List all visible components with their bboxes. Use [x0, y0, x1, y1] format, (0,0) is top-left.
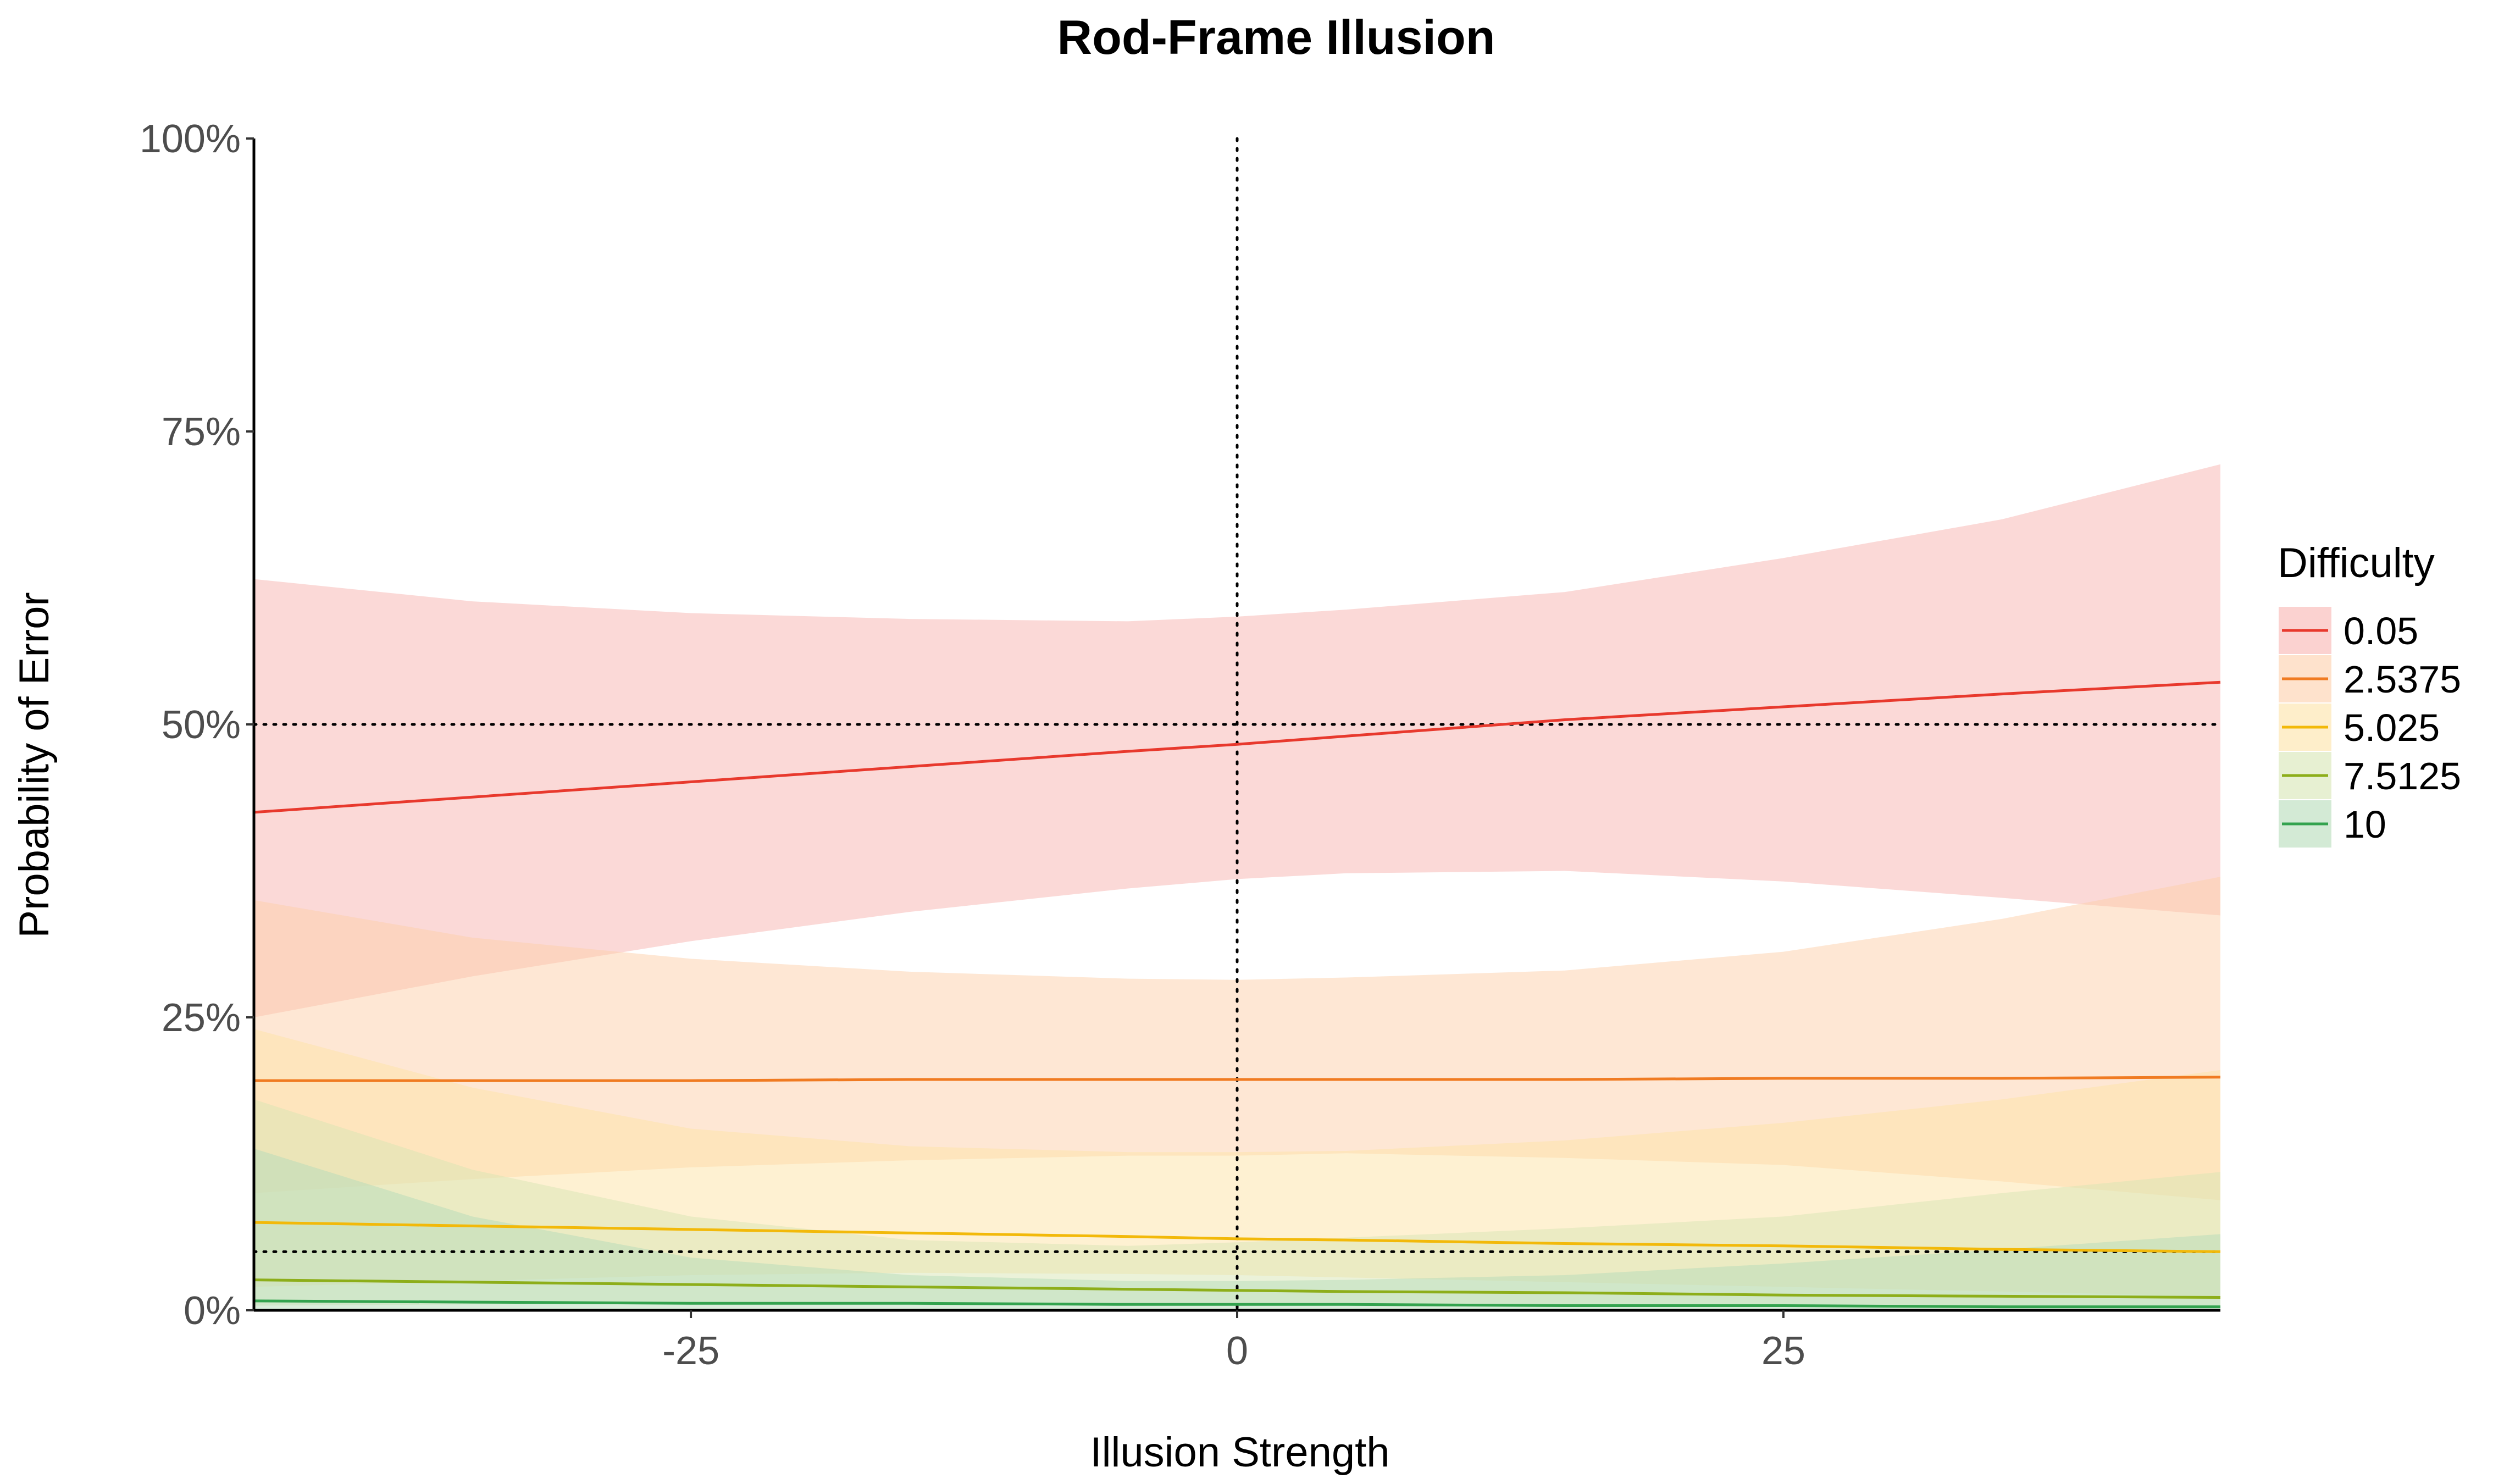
chart-title: Rod-Frame Illusion	[1057, 10, 1495, 64]
x-tick-label: 0	[1226, 1329, 1248, 1373]
confidence-band-10	[254, 1148, 2220, 1310]
series-line-2-5375	[254, 1076, 2221, 1082]
legend-label: 7.5125	[2344, 755, 2461, 798]
x-tick-label: 25	[1761, 1329, 1805, 1373]
series-line-5-025	[253, 1221, 2221, 1253]
y-axis-title: Probability of Error	[11, 592, 58, 938]
legend-title: Difficulty	[2278, 540, 2435, 586]
series-line-0-05	[253, 680, 2221, 814]
y-tick-label: 0%	[184, 1289, 241, 1333]
y-tick-label: 75%	[162, 410, 241, 454]
legend-label: 5.025	[2344, 706, 2440, 749]
legend-label: 10	[2344, 803, 2386, 846]
plot-area: 0% 25% 50% 75% 100% -25 0 25	[140, 117, 2222, 1373]
y-tick-label: 25%	[162, 996, 241, 1040]
legend: 0.05 2.5375 5.025 7.5125 10	[2279, 607, 2461, 848]
confidence-band-7-5125	[254, 1099, 2220, 1308]
y-tick-label: 100%	[140, 117, 241, 161]
x-axis-title: Illusion Strength	[1090, 1429, 1390, 1476]
legend-label: 0.05	[2344, 610, 2418, 652]
series-line-10	[253, 1299, 2220, 1309]
y-tick-label: 50%	[162, 703, 241, 747]
series-line-7-5125	[253, 1278, 2221, 1299]
x-tick-label: -25	[662, 1329, 719, 1373]
legend-label: 2.5375	[2344, 658, 2461, 701]
